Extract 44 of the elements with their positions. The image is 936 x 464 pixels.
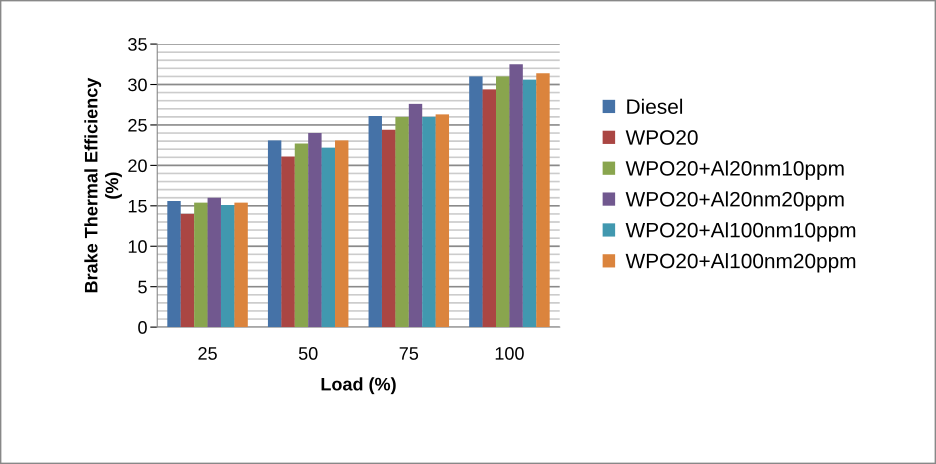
bar — [335, 140, 348, 328]
bar — [408, 104, 422, 328]
bar — [167, 200, 181, 328]
bar — [368, 116, 382, 328]
y-tick-label: 25 — [128, 118, 147, 132]
bar — [522, 80, 536, 328]
bar — [294, 144, 308, 328]
bar — [469, 76, 483, 328]
bar — [395, 116, 409, 328]
y-tick-label: 0 — [138, 321, 147, 334]
y-tick-label: 30 — [128, 78, 147, 92]
bar — [322, 148, 336, 328]
bar — [422, 116, 436, 328]
bar — [509, 64, 523, 328]
y-tick-label: 5 — [138, 280, 147, 294]
x-tick-label: 25 — [198, 347, 217, 360]
bar — [281, 156, 295, 328]
legend-label: WPO20+Al20nm20ppm — [626, 191, 844, 211]
y-tick-label: 35 — [128, 38, 147, 51]
x-tick-label: 75 — [400, 347, 418, 360]
y-tick-label: 15 — [128, 200, 147, 213]
bar — [234, 202, 248, 328]
bar — [496, 76, 510, 328]
x-axis-title: Load (%) — [322, 377, 396, 394]
x-tick-label: 100 — [496, 347, 524, 360]
bar — [308, 133, 322, 328]
bar — [382, 130, 396, 328]
bar — [436, 114, 450, 328]
bar — [268, 140, 282, 328]
y-tick-label: 10 — [128, 240, 147, 253]
bar — [180, 214, 194, 328]
bar — [194, 202, 208, 328]
legend-label: WPO20+Al100nm20ppm — [626, 253, 856, 273]
bar — [220, 205, 234, 328]
bar — [208, 198, 221, 328]
y-axis-title: Brake Thermal Efficiency (%) — [84, 78, 122, 292]
x-tick-label: 50 — [298, 347, 318, 360]
legend-label: Diesel — [627, 98, 682, 114]
legend-label: WPO20+Al100nm10ppm — [626, 222, 856, 242]
bar — [482, 89, 496, 328]
bar — [536, 73, 550, 328]
y-tick-label: 20 — [128, 159, 147, 172]
legend-label: WPO20 — [626, 130, 698, 145]
legend-label: WPO20+Al20nm10ppm — [626, 160, 844, 180]
